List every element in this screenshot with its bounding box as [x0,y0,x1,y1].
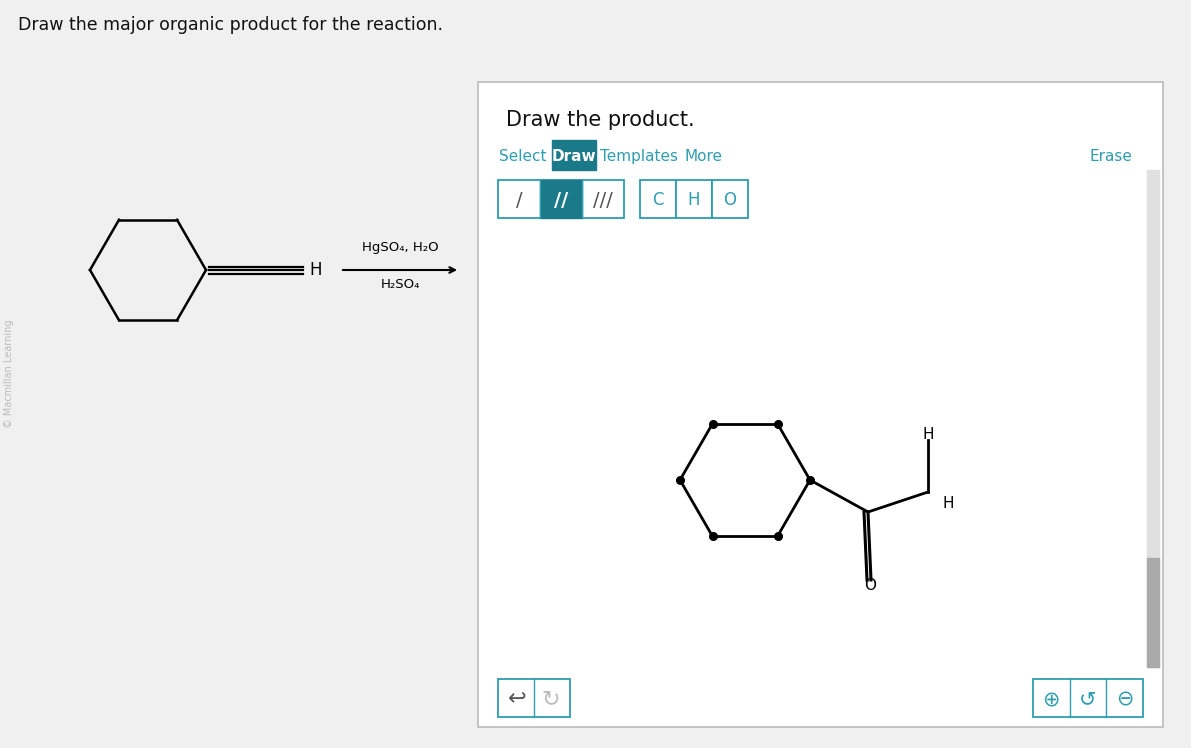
Text: H₂SO₄: H₂SO₄ [380,278,419,291]
Text: H: H [308,261,322,279]
Text: ↺: ↺ [1079,689,1097,709]
Text: ↻: ↻ [541,689,560,709]
Text: Draw the product.: Draw the product. [506,110,694,130]
Bar [551,140,596,170]
Bar [1147,558,1159,667]
Bar [676,180,712,218]
Bar [498,180,624,218]
Text: H: H [922,427,934,442]
Text: Templates: Templates [600,149,678,164]
Text: ⊖: ⊖ [1116,689,1134,709]
Text: More: More [684,149,722,164]
Bar [1033,679,1143,717]
Bar [498,679,570,717]
Text: /: / [516,191,523,209]
Text: Draw: Draw [551,149,597,164]
Bar [540,180,582,218]
Text: Select: Select [499,149,547,164]
Text: H: H [687,191,700,209]
Text: O: O [863,578,877,593]
Bar [478,82,1162,727]
Bar [640,180,676,218]
Bar [1147,170,1159,667]
Text: //: // [554,191,568,209]
Bar [712,180,748,218]
Text: ↩: ↩ [509,689,526,709]
Text: Erase: Erase [1090,149,1133,164]
Text: HgSO₄, H₂O: HgSO₄, H₂O [362,241,438,254]
Text: ⊕: ⊕ [1042,689,1060,709]
Text: C: C [653,191,663,209]
Text: H: H [942,497,954,512]
Text: O: O [723,191,736,209]
Text: © Macmillan Learning: © Macmillan Learning [4,319,14,429]
Text: ///: /// [593,191,613,209]
Text: Draw the major organic product for the reaction.: Draw the major organic product for the r… [18,16,443,34]
